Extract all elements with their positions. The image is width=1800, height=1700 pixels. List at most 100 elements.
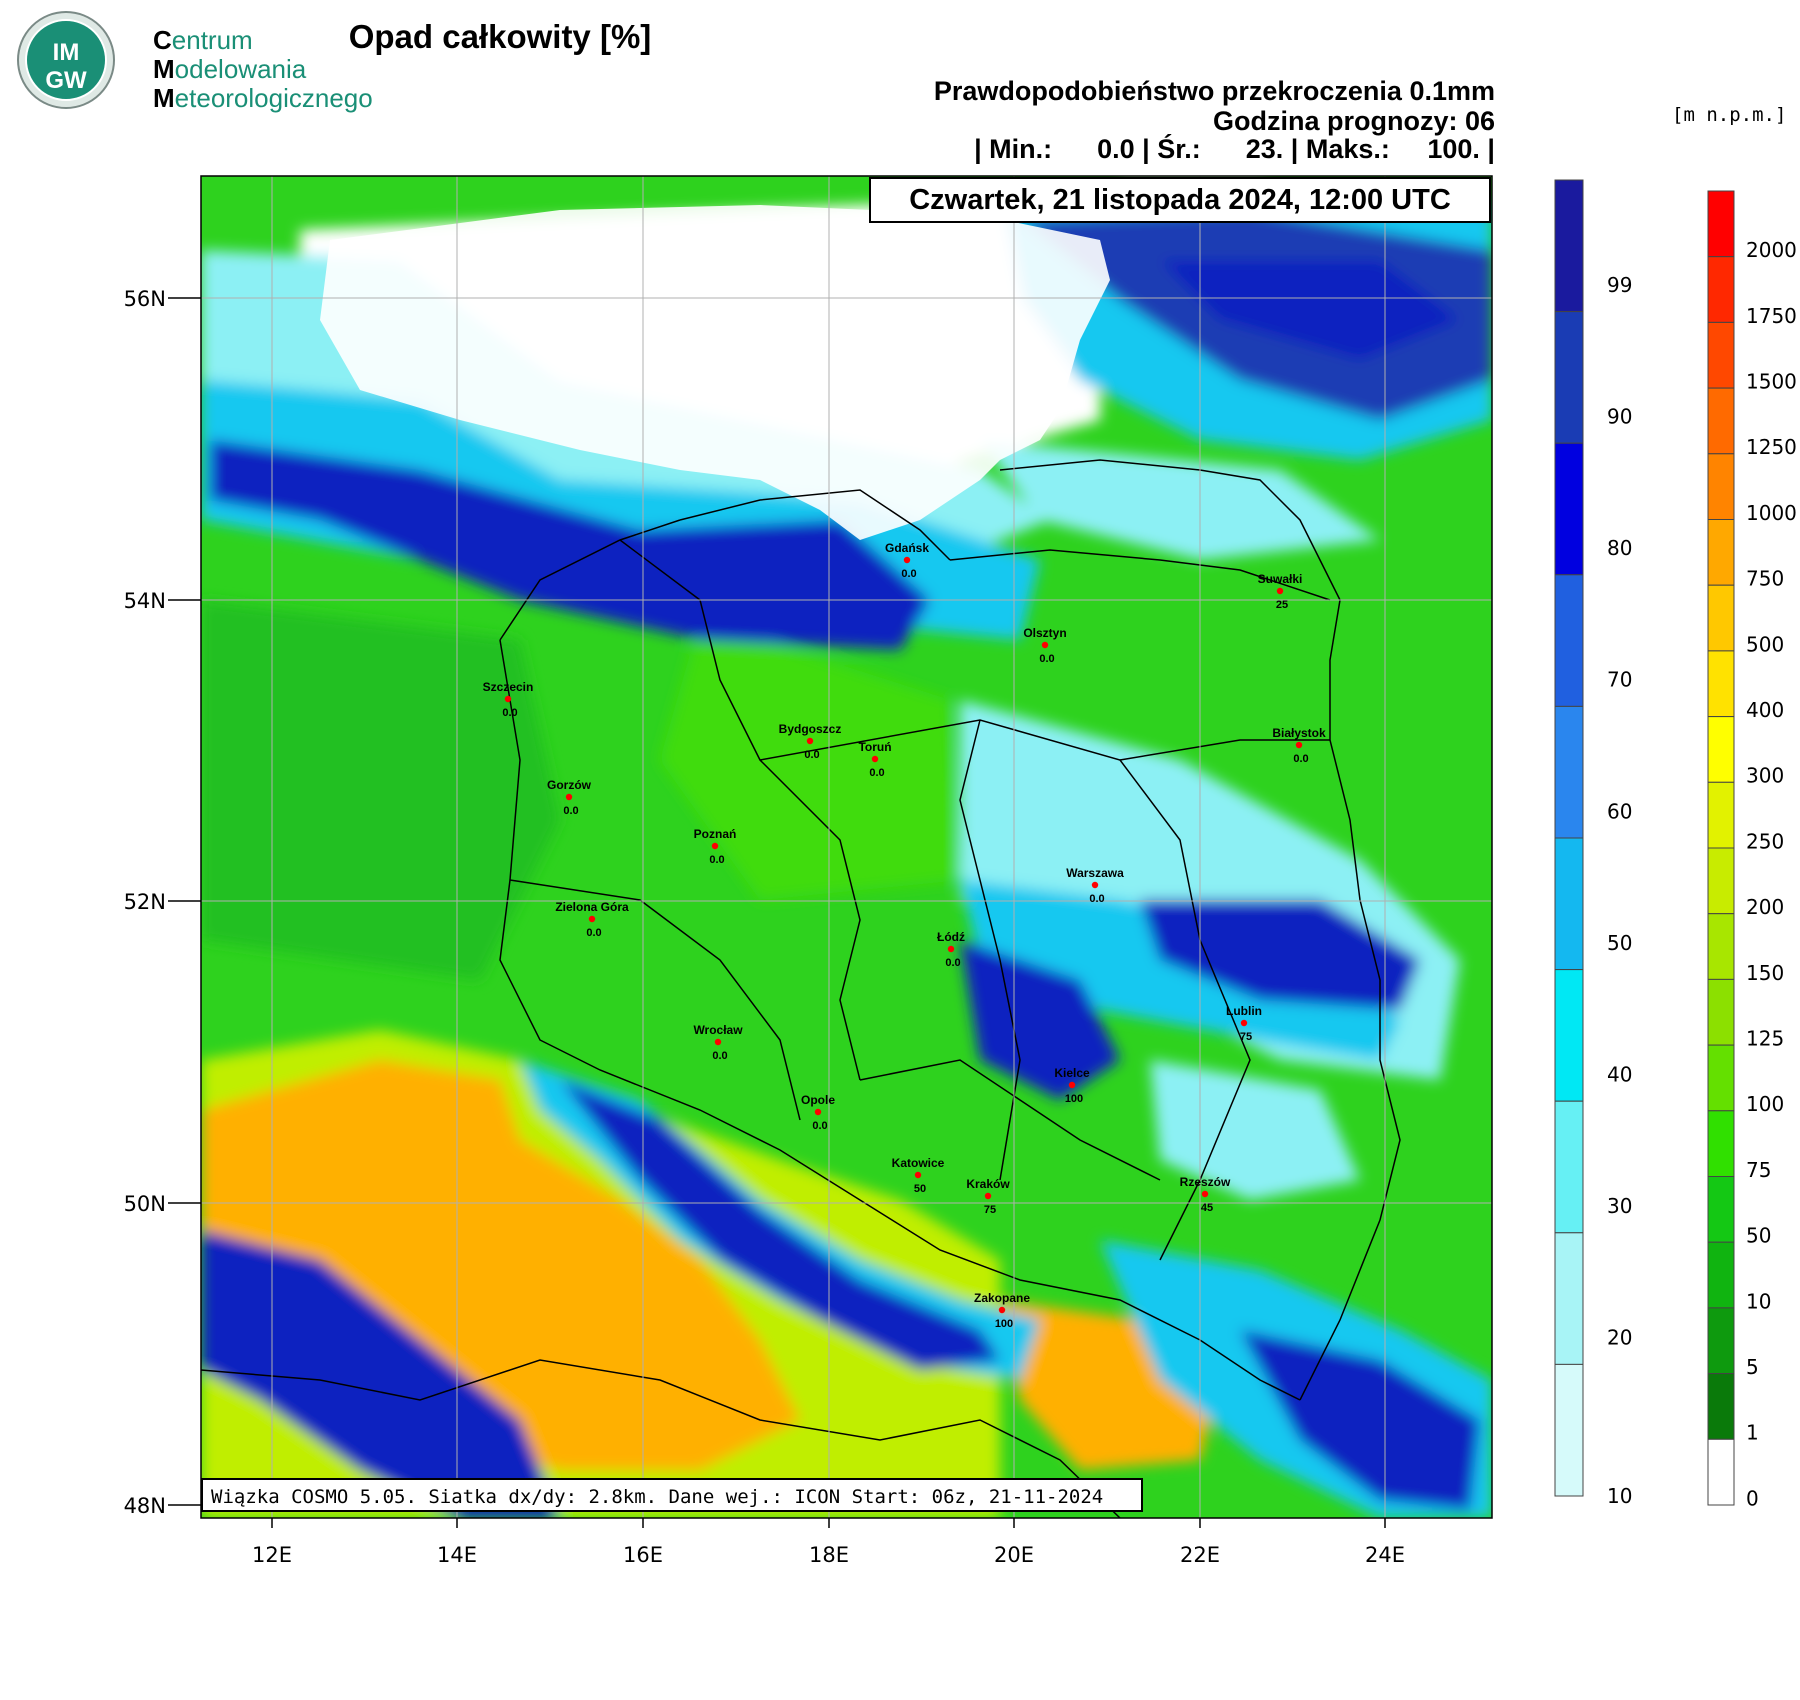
city-value: 0.0 (945, 957, 960, 969)
badge-text-bottom: GW (45, 67, 87, 94)
elevation-unit-label: [m n.p.m.] (1672, 104, 1787, 126)
elevation-legend-swatch (1707, 978, 1735, 1046)
probability-legend-swatch (1554, 1100, 1584, 1234)
elevation-legend-swatch (1707, 321, 1735, 389)
probability-legend-label: 10 (1607, 1484, 1632, 1508)
city-value: 0.0 (869, 767, 884, 779)
map-subtitle-forecast-hour: Godzina prognozy: 06 (1212, 106, 1495, 136)
city-marker: Toruń 0.0 (858, 740, 891, 779)
elevation-legend-label: 1000 (1746, 501, 1797, 525)
country-borders (201, 459, 1401, 1518)
city-dot (903, 556, 911, 564)
lat-tick-label: 48N (124, 1494, 166, 1518)
city-dot (806, 737, 814, 745)
city-value: 0.0 (804, 749, 819, 761)
probability-legend-swatch (1554, 837, 1584, 971)
city-value: 0.0 (502, 707, 517, 719)
model-info-box: Wiązka COSMO 5.05. Siatka dx/dy: 2.8km. … (201, 1478, 1143, 1512)
elevation-legend-label: 5 (1746, 1355, 1759, 1379)
elevation-legend-label: 1250 (1746, 435, 1797, 459)
probability-legend-swatch (1554, 969, 1584, 1102)
city-name: Toruń (858, 740, 891, 754)
lat-tick-label: 54N (124, 589, 166, 613)
lat-tick-label: 52N (124, 890, 166, 914)
city-name: Białystok (1272, 726, 1326, 740)
city-marker: Opole 0.0 (801, 1093, 835, 1132)
city-dot (814, 1108, 822, 1116)
elevation-legend-swatch (1707, 256, 1735, 323)
city-dot (984, 1192, 992, 1200)
city-marker: Lublin 75 (1226, 1004, 1262, 1043)
elevation-legend-swatch (1707, 584, 1735, 652)
elevation-legend-label: 75 (1746, 1158, 1771, 1182)
city-marker: Olsztyn 0.0 (1023, 626, 1066, 665)
elevation-legend-swatch (1707, 1110, 1735, 1178)
elevation-legend-swatch (1707, 847, 1735, 915)
city-dot (1240, 1019, 1248, 1027)
probability-legend-swatch (1554, 705, 1584, 839)
city-name: Opole (801, 1093, 835, 1107)
elevation-legend-label: 300 (1746, 764, 1784, 788)
elevation-legend-label: 50 (1746, 1224, 1771, 1248)
map-title: Opad całkowity [%] (348, 18, 652, 55)
city-dot (565, 793, 573, 801)
elevation-legend-label: 1750 (1746, 304, 1797, 328)
city-name: Kraków (966, 1177, 1010, 1191)
city-value: 0.0 (1039, 653, 1054, 665)
city-value: 100 (1065, 1093, 1083, 1105)
city-name: Warszawa (1066, 866, 1124, 880)
elevation-legend-swatch (1707, 190, 1735, 258)
city-marker: Kraków 75 (966, 1177, 1010, 1216)
forecast-valid-time: Czwartek, 21 listopada 2024, 12:00 UTC (869, 177, 1491, 223)
city-marker: Warszawa 0.0 (1066, 866, 1124, 905)
badge-text-top: IM (53, 39, 80, 66)
imgw-logo: IM GW Centrum Modelowania Meteorologiczn… (8, 8, 383, 113)
elevation-legend-label: 400 (1746, 698, 1784, 722)
probability-legend: 99 90 80 70 60 50 40 30 20 10 (1554, 179, 1632, 1508)
map-frame (200, 175, 1493, 1519)
city-marker: Zielona Góra 0.0 (555, 900, 629, 939)
city-value: 0.0 (586, 927, 601, 939)
probability-legend-label: 60 (1607, 799, 1632, 823)
elevation-legend-swatch (1707, 1438, 1735, 1506)
elevation-legend-swatch (1707, 1044, 1735, 1112)
city-value: 25 (1276, 599, 1288, 611)
city-value: 0.0 (709, 854, 724, 866)
city-value: 75 (984, 1204, 996, 1216)
elevation-legend-label: 10 (1746, 1289, 1771, 1313)
city-dot (588, 915, 596, 923)
elevation-legend-swatch (1707, 519, 1735, 586)
city-name: Łódź (937, 930, 965, 944)
city-name: Katowice (892, 1156, 945, 1170)
axis-ticks (168, 297, 1386, 1528)
elevation-legend-label: 150 (1746, 961, 1784, 985)
city-dot (1201, 1190, 1209, 1198)
city-marker: Wrocław 0.0 (693, 1023, 743, 1062)
city-marker: Gorzów 0.0 (547, 778, 592, 817)
city-name: Rzeszów (1180, 1175, 1231, 1189)
elevation-legend-swatch (1707, 1373, 1735, 1440)
city-dot (504, 695, 512, 703)
city-name: Kielce (1054, 1066, 1090, 1080)
elevation-legend: 2000175015001250100075050040030025020015… (1707, 190, 1797, 1510)
lat-tick-label: 56N (124, 287, 166, 311)
city-name: Gdańsk (885, 541, 929, 555)
city-dot (1041, 641, 1049, 649)
city-name: Zielona Góra (555, 900, 629, 914)
precipitation-probability-field (201, 176, 1492, 1518)
lon-tick-label: 14E (437, 1543, 477, 1567)
city-name: Lublin (1226, 1004, 1262, 1018)
lon-tick-label: 12E (252, 1543, 292, 1567)
city-marker: Kielce 100 (1054, 1066, 1090, 1105)
elevation-legend-label: 200 (1746, 895, 1784, 919)
probability-legend-swatch (1554, 442, 1584, 576)
city-marker: Szczecin 0.0 (483, 680, 534, 719)
city-dot (998, 1306, 1006, 1314)
city-dot (1091, 881, 1099, 889)
city-value: 100 (995, 1318, 1013, 1330)
elevation-legend-label: 100 (1746, 1092, 1784, 1116)
city-name: Wrocław (693, 1023, 743, 1037)
lat-tick-label: 50N (124, 1192, 166, 1216)
lon-tick-label: 22E (1180, 1543, 1220, 1567)
city-marker: Łódź 0.0 (937, 930, 965, 969)
